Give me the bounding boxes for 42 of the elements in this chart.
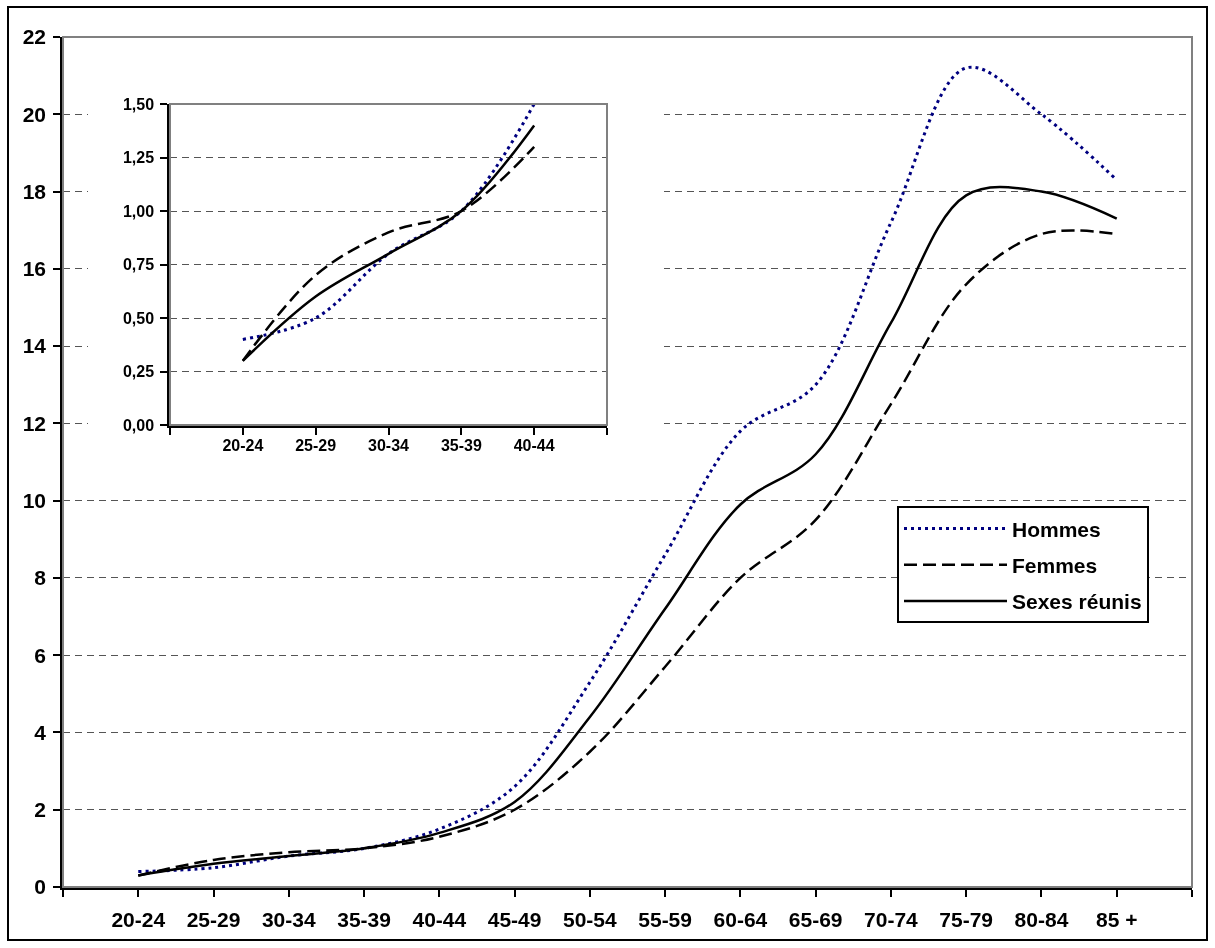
x-tick-label: 50-54 (563, 907, 618, 931)
x-tick-label: 65-69 (788, 907, 843, 931)
x-tick-label: 30-34 (261, 907, 316, 931)
y-tick-label: 1,25 (122, 149, 155, 167)
x-tick-label: 20-24 (111, 907, 166, 931)
y-tick-label: 16 (22, 257, 47, 281)
x-tick-label: 85 + (1096, 907, 1138, 931)
y-tick-label: 0,75 (122, 256, 155, 274)
x-tick-label: 35-39 (337, 907, 391, 931)
y-tick-label: 8 (34, 566, 47, 590)
x-tick-label: 70-74 (864, 907, 919, 931)
y-tick-label: 4 (34, 720, 47, 744)
y-tick-label: 0 (34, 875, 47, 899)
y-tick-label: 20 (22, 102, 47, 126)
y-tick-label: 10 (22, 488, 47, 512)
x-tick-label: 60-64 (713, 907, 768, 931)
x-tick-label: 35-39 (440, 436, 482, 454)
y-tick-label: 0,50 (122, 309, 155, 327)
legend-label: Sexes réunis (1012, 590, 1142, 614)
x-tick-label: 40-44 (412, 907, 467, 931)
y-tick-label: 14 (22, 334, 47, 358)
x-tick-label: 30-34 (368, 436, 410, 454)
y-tick-label: 2 (34, 798, 47, 822)
y-tick-label: 1,00 (122, 202, 155, 220)
y-tick-label: 12 (22, 411, 47, 435)
line-series (241, 104, 536, 341)
y-tick-label: 0,25 (122, 363, 155, 381)
x-tick-label: 45-49 (487, 907, 542, 931)
legend-label: Femmes (1012, 553, 1098, 577)
y-tick-label: 22 (22, 25, 47, 49)
y-tick-label: 1,50 (122, 95, 155, 113)
legend-label: Hommes (1012, 517, 1101, 541)
y-tick-label: 18 (22, 179, 47, 203)
x-tick-label: 80-84 (1014, 907, 1069, 931)
y-tick-label: 0,00 (122, 416, 155, 434)
x-tick-label: 25-29 (295, 436, 337, 454)
x-tick-label: 55-59 (638, 907, 692, 931)
x-tick-label: 40-44 (513, 436, 555, 454)
x-tick-label: 75-79 (939, 907, 994, 931)
x-tick-label: 25-29 (186, 907, 241, 931)
x-tick-label: 20-24 (222, 436, 264, 454)
y-tick-label: 6 (34, 643, 47, 667)
